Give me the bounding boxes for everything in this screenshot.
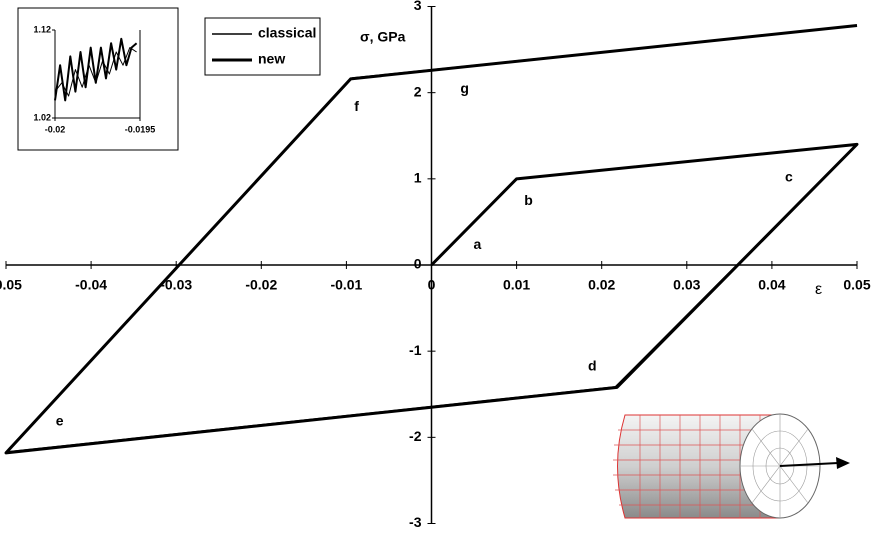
annotation: b: [524, 192, 533, 208]
y-tick-label: -3: [409, 514, 422, 530]
x-tick-label: -0.04: [75, 277, 107, 293]
x-tick-label: 0.02: [588, 277, 615, 293]
y-axis-label: σ, GPa: [360, 29, 406, 45]
legend-label: classical: [258, 25, 316, 41]
x-tick-label: 0.01: [503, 277, 530, 293]
annotation: c: [785, 169, 793, 185]
annotation: d: [588, 357, 597, 373]
inset-y-tick-label: 1.12: [33, 24, 51, 34]
x-axis-label: ε: [815, 281, 822, 298]
y-tick-label: 1: [414, 170, 422, 186]
inset-x-tick-label: -0.0195: [125, 124, 156, 134]
x-tick-label: 0.04: [758, 277, 785, 293]
y-tick-label: -1: [409, 342, 422, 358]
x-tick-label: -0.01: [330, 277, 362, 293]
inset-x-tick-label: -0.02: [45, 124, 66, 134]
x-tick-label: 0: [428, 277, 436, 293]
cylinder-illustration: [613, 414, 850, 518]
x-tick-label: -0.02: [245, 277, 277, 293]
inset-y-tick-label: 1.02: [33, 112, 51, 122]
annotation: a: [474, 236, 482, 252]
chart: σ, GPa ε -3-2-10123-0.05-0.04-0.03-0.02-…: [0, 0, 878, 536]
annotation: g: [460, 80, 469, 96]
x-tick-label: 0.03: [673, 277, 700, 293]
x-tick-label: 0.05: [843, 277, 870, 293]
y-tick-label: -2: [409, 428, 422, 444]
y-tick-label: 2: [414, 83, 422, 99]
annotation: f: [354, 98, 359, 114]
legend-label: new: [258, 51, 285, 67]
annotation: e: [56, 413, 64, 429]
y-tick-label: 3: [414, 0, 422, 13]
y-tick-label: 0: [414, 256, 422, 272]
x-tick-label: -0.05: [0, 277, 22, 293]
